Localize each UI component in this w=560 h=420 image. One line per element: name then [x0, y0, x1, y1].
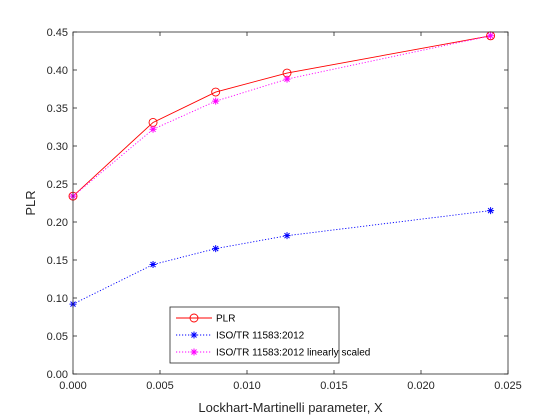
y-tick-label: 0.20	[47, 217, 68, 229]
y-tick-label: 0.25	[47, 179, 68, 191]
y-tick-label: 0.05	[47, 331, 68, 343]
x-tick-label: 0.020	[407, 380, 435, 392]
x-tick-label: 0.025	[494, 380, 522, 392]
y-tick-label: 0.40	[47, 65, 68, 77]
data-point-s1-3	[211, 87, 221, 97]
data-point-s2-5	[487, 207, 495, 215]
data-point-s2-3	[212, 245, 220, 253]
x-tick-label: 0.005	[146, 380, 174, 392]
legend-marker-3	[190, 348, 198, 356]
plot-frame	[72, 31, 509, 375]
x-tick-label: 0.015	[320, 380, 348, 392]
series-line-3	[72, 35, 491, 197]
y-tick-label: 0.15	[47, 255, 68, 267]
y-tick-label: 0.10	[47, 293, 68, 305]
legend-label-3: ISO/TR 11583:2012 linearly scaled	[216, 348, 370, 359]
legend-marker-2	[190, 331, 198, 339]
y-tick-label: 0.45	[47, 27, 68, 39]
data-point-s3-2	[149, 125, 157, 133]
data-point-s3-5	[487, 32, 495, 40]
y-axis-label: PLR	[23, 190, 38, 215]
data-point-s3-4	[283, 75, 291, 83]
y-tick-label: 0.00	[47, 369, 68, 381]
data-point-s3-3	[212, 97, 220, 105]
y-tick-label: 0.35	[47, 103, 68, 115]
series-layer	[68, 31, 496, 308]
y-axis: 0.00 0.05 0.10 0.15 0.20 0.25 0.30 0.35 0.40 0.45	[47, 27, 508, 381]
legend-label-1: PLR	[216, 314, 235, 325]
x-tick-label: 0.000	[59, 380, 87, 392]
x-axis-label: Lockhart-Martinelli parameter, X	[198, 400, 383, 415]
data-point-s2-4	[283, 232, 291, 240]
legend-marker-1	[189, 313, 199, 323]
data-point-s2-2	[149, 261, 157, 269]
legend-label-2: ISO/TR 11583:2012	[216, 331, 305, 342]
legend: PLR ISO/TR 11583:2012 ISO/TR 11583:2012 li…	[169, 306, 370, 364]
x-tick-label: 0.010	[233, 380, 261, 392]
series-line-1	[72, 35, 491, 197]
y-tick-label: 0.30	[47, 141, 68, 153]
x-axis: 0.000 0.005 0.010 0.015 0.020 0.025	[59, 32, 522, 392]
